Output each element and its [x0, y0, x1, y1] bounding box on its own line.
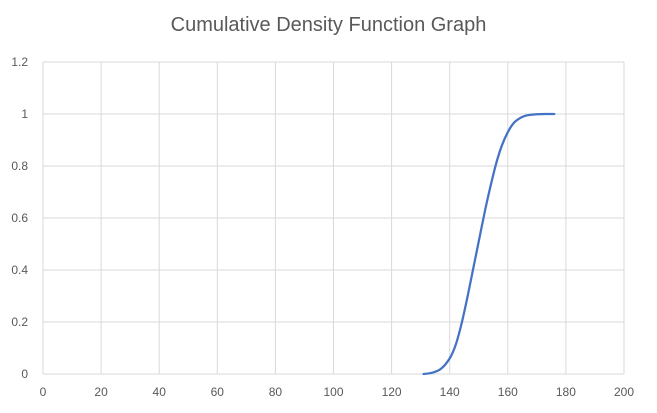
chart-title: Cumulative Density Function Graph [170, 14, 487, 36]
x-tick-label: 0 [40, 385, 47, 399]
x-tick-label: 80 [269, 385, 283, 399]
x-tick-label: 180 [556, 385, 576, 399]
y-tick-label: 0.4 [11, 263, 28, 277]
y-tick-label: 0.2 [11, 315, 28, 329]
y-tick-label: 0.6 [11, 211, 28, 225]
series-line [422, 112, 556, 376]
x-tick-label: 120 [382, 385, 402, 399]
y-tick-label: 1 [21, 107, 28, 121]
x-tick-label: 20 [94, 385, 108, 399]
x-tick-label: 40 [153, 385, 167, 399]
x-tick-label: 160 [498, 385, 518, 399]
x-tick-label: 100 [323, 385, 343, 399]
y-tick-label: 0 [21, 367, 28, 381]
x-tick-label: 200 [614, 385, 634, 399]
x-tick-label: 60 [211, 385, 225, 399]
y-tick-label: 1.2 [11, 55, 28, 69]
x-tick-label: 140 [440, 385, 460, 399]
y-tick-label: 0.8 [11, 159, 28, 173]
